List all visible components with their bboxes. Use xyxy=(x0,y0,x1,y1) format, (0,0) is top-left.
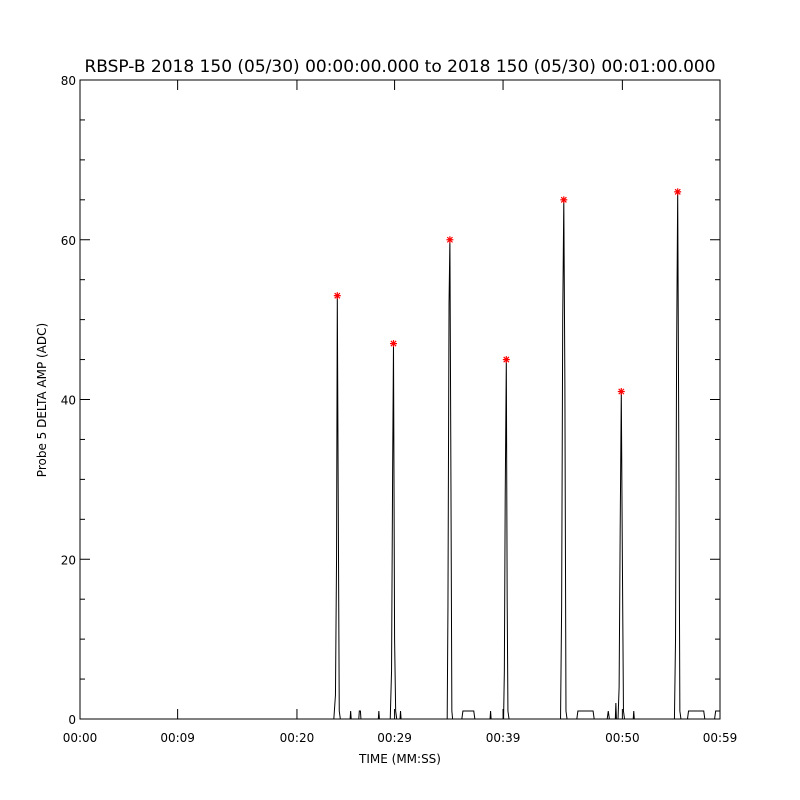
y-tick-label: 40 xyxy=(61,394,76,408)
x-tick-label: 00:39 xyxy=(486,731,521,745)
peak-marker xyxy=(674,188,682,196)
x-tick-label: 00:29 xyxy=(377,731,412,745)
marker-stroke xyxy=(503,356,510,363)
plot-frame xyxy=(79,79,721,720)
y-tick-label: 60 xyxy=(61,234,76,248)
peak-marker xyxy=(446,236,454,244)
peak-marker xyxy=(333,292,341,300)
marker-stroke xyxy=(334,292,341,299)
peak-marker xyxy=(560,196,568,204)
x-tick-label: 00:20 xyxy=(280,731,315,745)
series-line xyxy=(80,191,720,720)
y-axis-label: Probe 5 DELTA AMP (ADC) xyxy=(35,323,49,477)
peak-marker xyxy=(389,340,397,348)
chart-title: RBSP-B 2018 150 (05/30) 00:00:00.000 to … xyxy=(84,57,715,77)
marker-stroke xyxy=(618,388,625,395)
axes: 0 20 40 60 80 00:00 00:09 00:20 00:29 00:39 00:50 0… xyxy=(61,74,738,745)
peak-marker xyxy=(502,356,510,364)
x-tick-label: 00:09 xyxy=(160,731,195,745)
y-tick-label: 80 xyxy=(61,74,76,88)
peak-marker xyxy=(617,388,625,396)
x-tick-label: 00:59 xyxy=(703,731,738,745)
series-layer xyxy=(80,191,720,720)
marker-stroke xyxy=(390,340,397,347)
y-tick-label: 0 xyxy=(68,713,76,727)
x-tick-label: 00:00 xyxy=(63,731,98,745)
marker-stroke xyxy=(446,236,453,243)
x-tick-label: 00:50 xyxy=(605,731,640,745)
marker-stroke xyxy=(674,188,681,195)
x-axis-label: TIME (MM:SS) xyxy=(358,752,441,766)
y-tick-label: 20 xyxy=(61,553,76,567)
marker-stroke xyxy=(560,196,567,203)
peak-markers xyxy=(333,188,682,396)
